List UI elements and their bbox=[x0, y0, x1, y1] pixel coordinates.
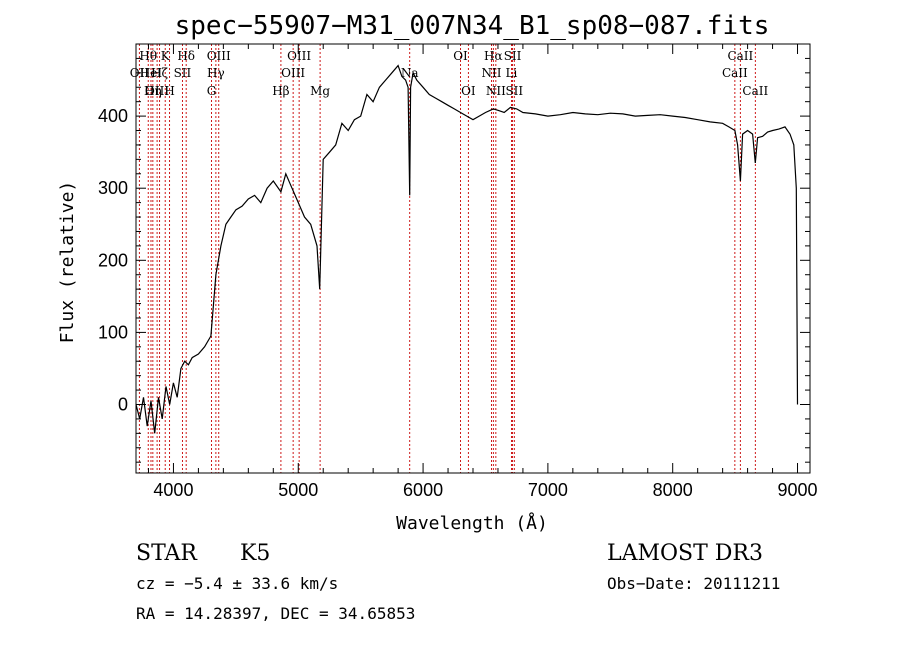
spectral-line-label: OIII bbox=[287, 49, 311, 63]
spectral-line-label: OI bbox=[461, 84, 476, 98]
spectral-line-label: Hθ bbox=[139, 49, 157, 63]
observation-date: Obs−Date: 20111211 bbox=[607, 574, 780, 593]
y-tick-label: 0 bbox=[118, 395, 128, 415]
y-tick-label: 100 bbox=[98, 322, 128, 342]
x-tick-label: 9000 bbox=[777, 480, 817, 500]
y-tick-label: 400 bbox=[98, 106, 128, 126]
y-tick-label: 200 bbox=[98, 250, 128, 270]
y-axis-ticks: 0 100 200 300 400 bbox=[98, 57, 810, 463]
spectral-line-label: NII bbox=[486, 84, 506, 98]
object-class: STAR bbox=[136, 541, 198, 566]
chart-title: spec−55907−M31_007N34_B1_sp08−087.fits bbox=[175, 11, 770, 41]
spectral-line-label: OIII bbox=[145, 84, 169, 98]
x-tick-label: 7000 bbox=[528, 480, 568, 500]
y-tick-label: 300 bbox=[98, 178, 128, 198]
spectral-line-label: CaII bbox=[727, 49, 753, 63]
spectral-line-label: Na bbox=[401, 66, 419, 80]
spectral-line-label: H bbox=[164, 84, 174, 98]
redshift-velocity: cz = −5.4 ± 33.6 km/s bbox=[136, 574, 338, 593]
spectral-line-label: Hβ bbox=[272, 84, 289, 98]
spectral-line-label: Li bbox=[506, 66, 518, 80]
spectral-line-label: Hη bbox=[144, 84, 162, 98]
spectral-line-label: K bbox=[161, 49, 171, 63]
object-subclass: K5 bbox=[240, 541, 270, 566]
spectral-line-label: HeI bbox=[140, 66, 163, 80]
spectral-line-markers bbox=[138, 44, 756, 473]
plot-frame bbox=[135, 43, 811, 474]
x-tick-label: 8000 bbox=[653, 480, 693, 500]
spectral-line-label: SII bbox=[505, 84, 523, 98]
survey-name: LAMOST DR3 bbox=[607, 541, 763, 566]
flux-series-line bbox=[135, 64, 799, 434]
spectral-line-label: Hα bbox=[484, 49, 503, 63]
spectral-line-label: G bbox=[207, 84, 217, 98]
spectral-line-label: NII bbox=[481, 66, 501, 80]
spectral-line-label: Mg bbox=[310, 84, 330, 98]
y-axis-label: Flux (relative) bbox=[57, 181, 78, 344]
spectral-line-label: SII bbox=[504, 49, 522, 63]
coordinates: RA = 14.28397, DEC = 34.65853 bbox=[136, 604, 415, 623]
spectral-line-label: Hζ bbox=[151, 66, 168, 80]
spectral-line-label: OIII bbox=[207, 49, 231, 63]
spectral-line-label: OIII bbox=[281, 66, 305, 80]
x-axis-label: Wavelength (Å) bbox=[396, 512, 548, 534]
spectral-line-label: CaII bbox=[722, 66, 748, 80]
spectral-line-label: SII bbox=[174, 66, 192, 80]
x-tick-label: 6000 bbox=[403, 480, 443, 500]
spectral-line-label: CaII bbox=[742, 84, 768, 98]
x-tick-label: 4000 bbox=[153, 480, 193, 500]
spectral-line-label: Hγ bbox=[207, 66, 225, 80]
x-tick-label: 5000 bbox=[278, 480, 318, 500]
spectral-line-label: Hδ bbox=[177, 49, 195, 63]
x-axis-ticks: 4000 5000 6000 7000 8000 9000 bbox=[147, 44, 818, 500]
spectral-line-label: OI bbox=[453, 49, 468, 63]
